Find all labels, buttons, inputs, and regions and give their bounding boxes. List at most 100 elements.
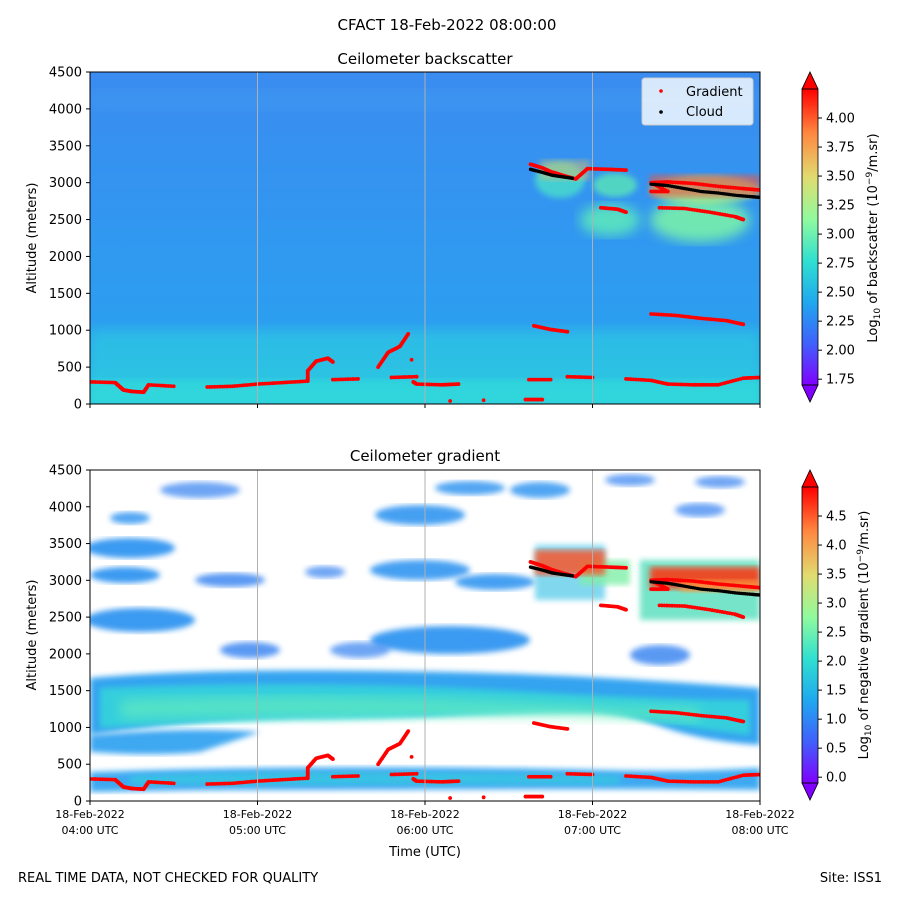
backscatter-gradient-point xyxy=(624,210,628,215)
backscatter-gradient-point xyxy=(406,332,411,336)
gradient-colorbar-tick-label: 3.0 xyxy=(826,597,847,612)
backscatter-colorbar-tick-label: 2.50 xyxy=(826,286,855,301)
gradient-heatmap xyxy=(90,470,760,801)
backscatter-colorbar-tick-label: 3.50 xyxy=(826,170,855,185)
gradient-gradient-point xyxy=(741,719,746,724)
gradient-gradient-point xyxy=(624,607,628,612)
gradient-gridlines xyxy=(257,470,593,801)
backscatter-gradient-point xyxy=(741,322,746,327)
gradient-title: Ceilometer gradient xyxy=(350,447,500,465)
gradient-gradient-point xyxy=(481,795,486,800)
legend-gradient-marker xyxy=(659,89,663,93)
gradient-y-tick-label: 3000 xyxy=(49,574,82,589)
backscatter-title: Ceilometer backscatter xyxy=(337,50,513,68)
legend-cloud-label: Cloud xyxy=(686,105,723,120)
backscatter-y-axis: 0 500 1000 1500 2000 2500 3000 3500 4000 4500 xyxy=(49,66,90,413)
footer-quality-note: REAL TIME DATA, NOT CHECKED FOR QUALITY xyxy=(18,871,318,886)
gradient-y-tick-label: 4000 xyxy=(49,500,82,515)
backscatter-colorbar-tick-label: 1.75 xyxy=(826,373,855,388)
gradient-gradient-point xyxy=(414,771,419,776)
gradient-gradient-point xyxy=(624,565,628,570)
gradient-y-tick-label: 2000 xyxy=(49,647,82,662)
gradient-colorbar-tick-label: 0.0 xyxy=(826,771,847,786)
backscatter-gradient-point xyxy=(565,329,570,334)
gradient-x-tick-label-date: 18-Feb-2022 xyxy=(725,808,794,821)
gradient-x-axis: 18-Feb-2022 04:00 UTC 18-Feb-2022 05:00 UTC… xyxy=(55,801,795,837)
gradient-colorbar: 0.0 0.5 1.0 1.5 2.0 2.5 3.0 3.5 4.0 4.5 Log10 of … xyxy=(801,469,874,801)
backscatter-colorbar-tick-label: 2.00 xyxy=(826,344,855,359)
gradient-y-tick-label: 500 xyxy=(57,758,82,773)
gradient-gradient-point xyxy=(741,615,746,620)
gradient-colorbar-tick-label: 1.5 xyxy=(826,684,847,699)
backscatter-gradient-point xyxy=(741,217,746,222)
backscatter-colorbar-tick-label: 2.75 xyxy=(826,257,855,272)
backscatter-y-tick-label: 500 xyxy=(57,361,82,376)
backscatter-gridlines xyxy=(257,72,593,404)
backscatter-y-tick-label: 1000 xyxy=(49,324,82,339)
gradient-gradient-point xyxy=(540,794,545,799)
backscatter-y-tick-label: 3500 xyxy=(49,139,82,154)
backscatter-gradient-point xyxy=(171,384,176,389)
legend-cloud-marker xyxy=(659,110,663,114)
backscatter-gradient-point xyxy=(330,360,335,364)
gradient-y-tick-label: 3500 xyxy=(49,537,82,552)
gradient-colorbar-ticks: 0.0 0.5 1.0 1.5 2.0 2.5 3.0 3.5 4.0 4.5 xyxy=(818,510,847,786)
gradient-colorbar-tick-label: 0.5 xyxy=(826,742,847,757)
backscatter-gradient-point xyxy=(540,397,545,402)
backscatter-gradient-point xyxy=(414,374,419,379)
gradient-colorbar-tick-label: 4.0 xyxy=(826,539,847,554)
backscatter-colorbar-tick-label: 2.25 xyxy=(826,315,855,330)
backscatter-cloud-point xyxy=(570,176,575,180)
figure-suptitle: CFACT 18-Feb-2022 08:00:00 xyxy=(338,16,557,34)
backscatter-ylabel: Altitude (meters) xyxy=(25,183,40,294)
backscatter-y-tick-label: 4500 xyxy=(49,66,82,81)
backscatter-y-tick-label: 3000 xyxy=(49,176,82,191)
gradient-y-tick-label: 1500 xyxy=(49,684,82,699)
backscatter-colorbar-ticks: 1.75 2.00 2.25 2.50 2.75 3.00 3.25 3.50 3.75 4.00 xyxy=(818,112,855,388)
gradient-y-tick-label: 1000 xyxy=(49,721,82,736)
gradient-cloud-point xyxy=(570,574,575,578)
backscatter-markers xyxy=(90,162,760,403)
backscatter-gradient-point xyxy=(481,398,486,403)
backscatter-gradient-point xyxy=(624,168,628,173)
backscatter-gradient-point xyxy=(548,377,553,382)
legend: Gradient Cloud xyxy=(641,77,754,126)
gradient-gradient-point xyxy=(330,757,335,761)
backscatter-y-tick-label: 1500 xyxy=(49,287,82,302)
gradient-x-tick-label-date: 18-Feb-2022 xyxy=(390,808,459,821)
gradient-y-tick-label: 4500 xyxy=(49,464,82,479)
gradient-x-tick-label-time: 07:00 UTC xyxy=(564,824,621,837)
backscatter-y-tick-label: 4000 xyxy=(49,102,82,117)
gradient-y-axis: 0 500 1000 1500 2000 2500 3000 3500 4000 4500 xyxy=(49,464,90,810)
gradient-colorbar-tick-label: 1.0 xyxy=(826,713,847,728)
backscatter-gradient-point xyxy=(356,377,360,381)
gradient-x-tick-label-time: 08:00 UTC xyxy=(731,824,788,837)
gradient-colorbar-tick-label: 2.5 xyxy=(826,626,847,641)
backscatter-gradient-point xyxy=(448,399,453,403)
backscatter-x-axis xyxy=(89,404,761,408)
backscatter-colorbar-tick-label: 4.00 xyxy=(826,112,855,127)
gradient-gradient-point xyxy=(456,779,461,784)
backscatter-colorbar-tick-label: 3.00 xyxy=(826,228,855,243)
gradient-gradient-point xyxy=(356,774,360,778)
gradient-x-tick-label-date: 18-Feb-2022 xyxy=(558,808,627,821)
gradient-ylabel: Altitude (meters) xyxy=(25,580,40,691)
gradient-gradient-point xyxy=(406,729,411,734)
backscatter-colorbar-label: Log10 of backscatter (10−9/m.sr) xyxy=(865,133,883,342)
x-axis-label: Time (UTC) xyxy=(388,845,461,860)
gradient-y-tick-label: 2500 xyxy=(49,611,82,626)
gradient-colorbar-tick-label: 3.5 xyxy=(826,568,847,583)
gradient-gradient-point xyxy=(448,796,453,800)
backscatter-colorbar-tick-label: 3.25 xyxy=(826,199,855,214)
gradient-plot: 0 500 1000 1500 2000 2500 3000 3500 4000 4500 18-… xyxy=(25,447,874,860)
gradient-x-tick-label-time: 04:00 UTC xyxy=(61,824,118,837)
backscatter-plot: 0 500 1000 1500 2000 2500 3000 3500 4000 4500 Cei… xyxy=(25,50,883,413)
gradient-colorbar-label: Log10 of negative gradient (10−9/m.sr) xyxy=(856,511,874,760)
gradient-x-tick-label-time: 06:00 UTC xyxy=(396,824,453,837)
gradient-gradient-point xyxy=(548,774,553,779)
gradient-gradient-point xyxy=(171,781,176,786)
gradient-colorbar-tick-label: 2.0 xyxy=(826,655,847,670)
gradient-markers xyxy=(90,560,760,800)
backscatter-gradient-point xyxy=(456,382,461,386)
